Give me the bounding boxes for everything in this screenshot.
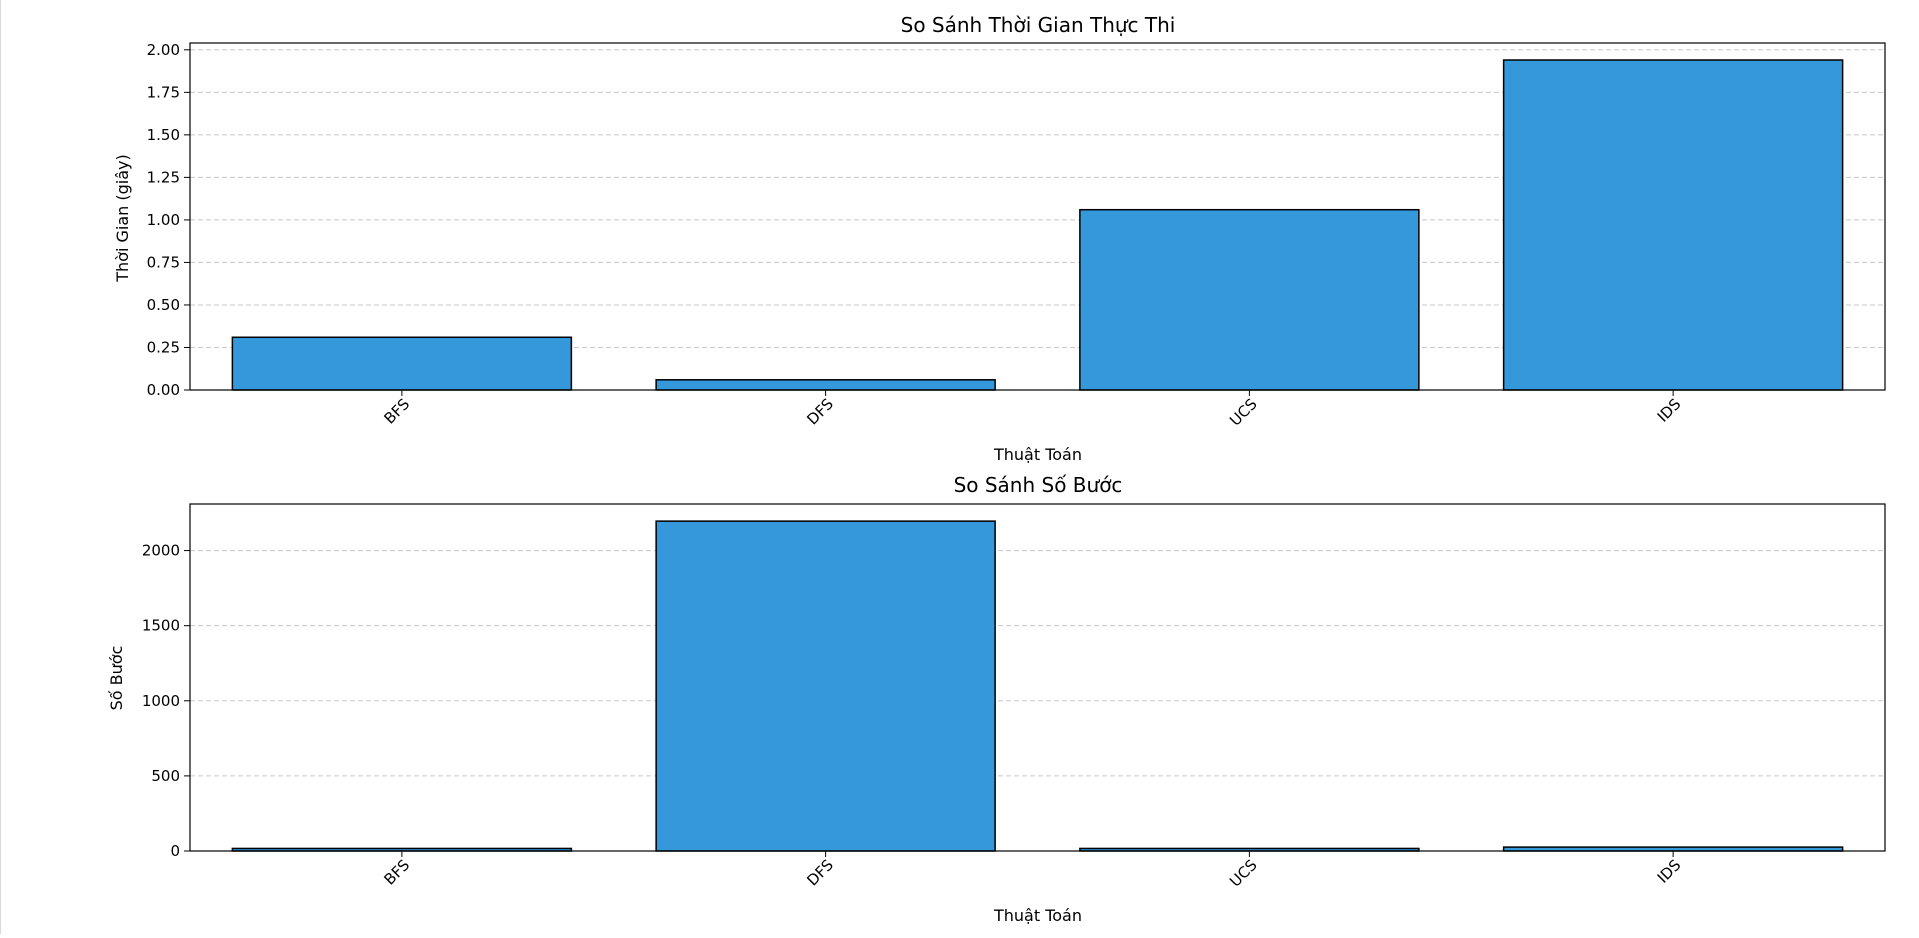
y-axis-label: Số Bước [107,646,126,711]
y-axis-label: Thời Gian (giây) [113,154,132,282]
bar-dfs [655,379,996,391]
y-tick-label: 1.50 [147,126,180,144]
x-tick-label: BFS [381,395,414,428]
x-tick-label: DFS [803,856,837,890]
x-tick-label: UCS [1226,856,1261,891]
plot-frame [189,503,1886,852]
step-count-chart: 0 500 1000 1500 2000 BFS DFS UCS IDS [142,503,1886,891]
y-tick-label: 1.25 [147,168,180,186]
x-tick-label: IDS [1654,395,1685,426]
y-tick-label: 1500 [142,617,180,635]
x-tick-label: DFS [803,395,837,429]
y-tick-label: 0.00 [147,381,180,399]
bar-ids [1502,59,1844,391]
window-edge [0,0,1,934]
x-axis-label: Thuật Toán [993,906,1082,925]
y-tick-label: 1.00 [147,211,180,229]
chart-title: So Sánh Thời Gian Thực Thi [901,13,1176,37]
y-tick-label: 500 [151,767,180,785]
bar-dfs [655,520,996,852]
y-tick-label: 1.75 [147,83,180,101]
bar-ucs [1079,208,1420,391]
x-tick-label: BFS [381,856,414,889]
plot-frame [189,42,1886,391]
y-tick-label: 2.00 [147,41,180,59]
y-tick-label: 2000 [142,542,180,560]
y-tick-label: 0.25 [147,338,180,356]
y-tick-label: 0 [170,842,180,860]
y-tick-label: 1000 [142,692,180,710]
x-axis-label: Thuật Toán [993,445,1082,464]
execution-time-chart: 0.00 0.25 0.50 0.75 1.00 1.25 1.50 1.75 2.00 BFS D… [147,41,1886,430]
x-tick-label: UCS [1226,395,1261,430]
x-tick-label: IDS [1654,856,1685,887]
chart-title: So Sánh Số Bước [954,473,1123,497]
y-tick-label: 0.50 [147,296,180,314]
y-tick-label: 0.75 [147,253,180,271]
bar-bfs [231,336,573,391]
